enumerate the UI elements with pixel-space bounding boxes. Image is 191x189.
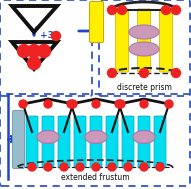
- Circle shape: [162, 5, 171, 15]
- Circle shape: [44, 163, 52, 171]
- Circle shape: [108, 5, 117, 15]
- Circle shape: [117, 100, 125, 108]
- FancyBboxPatch shape: [154, 116, 166, 168]
- Text: discrete prism: discrete prism: [117, 83, 172, 92]
- Circle shape: [117, 5, 126, 15]
- FancyBboxPatch shape: [26, 116, 38, 168]
- Circle shape: [28, 57, 40, 70]
- Circle shape: [115, 100, 123, 108]
- FancyBboxPatch shape: [106, 116, 118, 168]
- FancyBboxPatch shape: [116, 9, 129, 72]
- Ellipse shape: [37, 130, 59, 143]
- Circle shape: [28, 163, 36, 171]
- FancyBboxPatch shape: [12, 111, 24, 169]
- Circle shape: [108, 68, 117, 77]
- Circle shape: [172, 68, 180, 77]
- Circle shape: [165, 100, 173, 108]
- FancyBboxPatch shape: [159, 9, 172, 72]
- Ellipse shape: [129, 42, 159, 56]
- Circle shape: [60, 163, 68, 171]
- Circle shape: [37, 44, 50, 57]
- FancyBboxPatch shape: [90, 2, 104, 43]
- FancyBboxPatch shape: [90, 116, 102, 168]
- FancyBboxPatch shape: [138, 116, 150, 168]
- Circle shape: [18, 44, 31, 57]
- Circle shape: [172, 5, 180, 15]
- Circle shape: [92, 163, 100, 171]
- Circle shape: [67, 100, 75, 108]
- FancyBboxPatch shape: [42, 116, 54, 168]
- FancyBboxPatch shape: [58, 116, 70, 168]
- Circle shape: [140, 163, 148, 171]
- Circle shape: [28, 44, 40, 57]
- FancyBboxPatch shape: [74, 116, 86, 168]
- Circle shape: [52, 32, 61, 40]
- Polygon shape: [12, 42, 57, 69]
- FancyBboxPatch shape: [122, 116, 134, 168]
- Text: +3: +3: [40, 32, 54, 40]
- Circle shape: [76, 163, 84, 171]
- Circle shape: [92, 100, 100, 108]
- Circle shape: [44, 100, 52, 108]
- Circle shape: [69, 100, 77, 108]
- Circle shape: [140, 100, 148, 108]
- Circle shape: [124, 163, 132, 171]
- Ellipse shape: [133, 130, 155, 143]
- Circle shape: [156, 163, 164, 171]
- FancyBboxPatch shape: [138, 9, 151, 72]
- Text: extended frustum: extended frustum: [61, 173, 129, 182]
- Circle shape: [19, 100, 27, 108]
- Ellipse shape: [129, 25, 159, 39]
- Circle shape: [139, 68, 148, 77]
- Circle shape: [108, 163, 116, 171]
- Ellipse shape: [85, 130, 107, 143]
